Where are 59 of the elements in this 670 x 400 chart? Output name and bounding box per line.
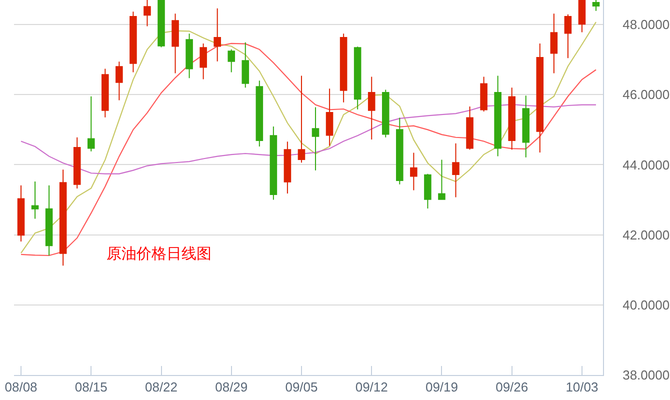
candlestick — [130, 11, 137, 73]
candlestick — [242, 42, 250, 88]
y-tick-label: 46.0000 — [622, 87, 670, 102]
x-tick-label: 09/05 — [285, 380, 318, 395]
candlestick — [144, 0, 151, 27]
candlestick — [45, 184, 53, 256]
candlestick — [438, 159, 446, 200]
candlestick — [73, 136, 81, 190]
candlestick — [214, 8, 221, 62]
y-tick-label: 42.0000 — [622, 227, 670, 242]
x-tick-label: 09/19 — [425, 380, 458, 395]
candlestick — [368, 76, 376, 140]
candlestick — [522, 95, 530, 158]
candlestick — [298, 75, 306, 164]
candlestick — [17, 184, 25, 242]
x-tick-label: 08/29 — [215, 380, 248, 395]
text: 原油价格日线图 — [106, 244, 212, 262]
x-tick-label: 10/03 — [566, 380, 598, 395]
candlestick — [592, 0, 600, 12]
candlestick — [494, 75, 502, 157]
candlestick — [312, 106, 320, 171]
candlestick — [31, 181, 39, 220]
x-tick-label: 08/22 — [144, 380, 178, 395]
x-tick-label: 09/12 — [355, 380, 388, 395]
candlestick — [452, 142, 460, 198]
candlestick — [256, 80, 264, 147]
candlestick — [480, 76, 488, 112]
candlestick — [87, 96, 95, 152]
candlestick — [578, 0, 586, 33]
candlestick — [564, 14, 572, 59]
candlestick — [200, 42, 207, 80]
candlestick — [508, 87, 516, 150]
candlestick — [228, 48, 236, 73]
y-tick-label: 38.0000 — [622, 368, 670, 383]
y-tick-label: 40.0000 — [622, 297, 670, 312]
candlestick — [410, 152, 418, 191]
candlestick — [424, 173, 432, 210]
candlestick — [536, 42, 544, 153]
line-series — [20, 104, 597, 174]
candlestick — [340, 33, 348, 103]
x-tick-label: 08/08 — [4, 380, 38, 395]
x-tick-label: 08/15 — [74, 380, 108, 395]
candlestick — [326, 88, 334, 146]
x-tick-label: 09/26 — [496, 380, 528, 395]
y-tick-label: 44.0000 — [622, 157, 670, 172]
candlestick — [550, 13, 558, 74]
candlestick — [116, 61, 123, 101]
candlestick — [158, 0, 165, 48]
candlestick — [466, 106, 474, 150]
candlestick — [382, 89, 390, 138]
candlestick — [102, 68, 109, 118]
candlestick — [270, 126, 278, 200]
candlestick — [284, 141, 292, 194]
candlestick — [59, 169, 67, 266]
y-tick-label: 48.0000 — [622, 17, 670, 32]
candlestick — [186, 33, 193, 79]
candlestick — [172, 13, 179, 74]
candlestick — [396, 117, 404, 185]
candlestick — [354, 46, 362, 110]
